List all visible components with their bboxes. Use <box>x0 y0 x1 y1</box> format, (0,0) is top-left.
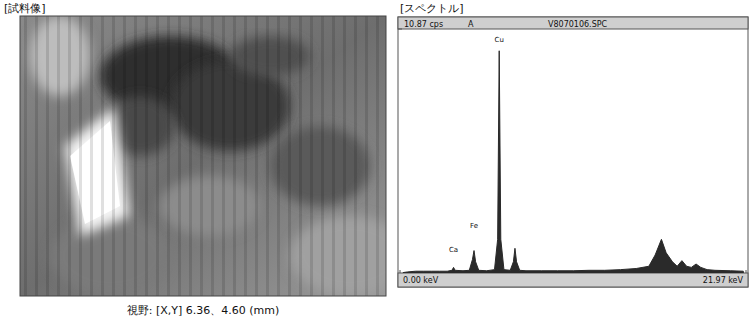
image-frame <box>20 16 386 296</box>
scan-stripe <box>189 16 192 296</box>
y-tick-label: 10.87 cps <box>404 20 443 29</box>
footer-bar <box>398 273 748 287</box>
scan-stripe <box>365 16 368 296</box>
subtitle: A <box>468 20 474 29</box>
scan-stripe <box>321 16 324 296</box>
scan-stripe <box>35 16 38 296</box>
spectrum-frame <box>398 17 748 287</box>
x-tick <box>746 270 747 273</box>
scan-stripe <box>310 16 313 296</box>
bright-grain <box>65 106 130 236</box>
peak-label: Ca <box>449 246 458 254</box>
scan-stripe <box>211 16 214 296</box>
chart-title: [スペクトル] <box>400 2 464 15</box>
scan-stripe <box>244 16 247 296</box>
plot-area <box>403 51 743 273</box>
scan-stripe <box>255 16 258 296</box>
x-tick-label: 0.00 keV <box>403 276 439 285</box>
scan-stripe <box>112 16 115 296</box>
scan-stripe <box>46 16 49 296</box>
scan-stripe <box>79 16 82 296</box>
peak-label: Cu <box>495 36 504 44</box>
spectrum <box>403 51 743 273</box>
scan-stripe <box>222 16 225 296</box>
scan-stripe <box>288 16 291 296</box>
scan-stripe <box>178 16 181 296</box>
scan-stripe <box>68 16 71 296</box>
scan-stripe <box>134 16 137 296</box>
scan-stripe <box>90 16 93 296</box>
image-title: [試料像] <box>4 2 46 15</box>
image-blob <box>290 216 386 296</box>
image-caption: 視野: [X,Y] 6.36、4.60 (mm) <box>127 304 280 317</box>
x-tick-label: 21.97 keV <box>703 276 744 285</box>
peak-label: Fe <box>470 222 478 230</box>
scan-stripe <box>332 16 335 296</box>
x-tick <box>400 270 401 273</box>
image-blob <box>230 36 310 76</box>
scan-stripe <box>200 16 203 296</box>
scan-stripe <box>24 16 27 296</box>
header-bar <box>398 17 748 29</box>
y-tick <box>398 29 402 30</box>
scan-stripe <box>343 16 346 296</box>
scan-stripe <box>123 16 126 296</box>
figure: [試料像] 視野: [X,Y] 6.36、4.60 (mm) [スペクトル] 10.8… <box>0 0 753 324</box>
scan-stripe <box>277 16 280 296</box>
scan-stripe <box>233 16 236 296</box>
scan-stripe <box>299 16 302 296</box>
scan-stripe <box>101 16 104 296</box>
scan-stripe <box>57 16 60 296</box>
page: {"sample_image": {"title": "[試料像]", "cap… <box>0 0 753 324</box>
scan-stripe <box>266 16 269 296</box>
scan-stripe <box>156 16 159 296</box>
scan-stripe <box>167 16 170 296</box>
scan-stripe <box>354 16 357 296</box>
scan-stripe <box>145 16 148 296</box>
sample-image <box>20 16 386 296</box>
scan-stripe <box>376 16 379 296</box>
subtitle: V8070106.SPC <box>548 20 608 29</box>
